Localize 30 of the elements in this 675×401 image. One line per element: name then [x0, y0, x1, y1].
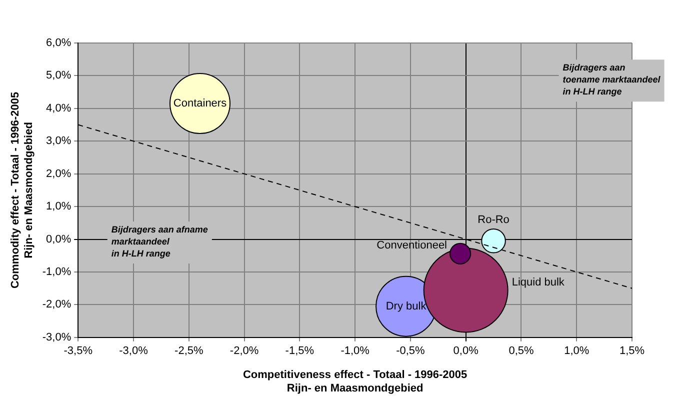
x-tick-label: -1,5% — [285, 345, 314, 358]
series-label: Dry bulk — [386, 300, 427, 312]
series-label: Containers — [173, 98, 228, 110]
series-label: Conventioneel — [376, 240, 448, 252]
x-tick-label: -2,5% — [174, 345, 204, 358]
x-tick-label: 1,0% — [564, 345, 590, 358]
series-label: Liquid bulk — [512, 276, 565, 288]
annotation: Bijdragers aan afname marktaandeel in H-LH range — [111, 224, 208, 259]
x-tick-label: 1,5% — [619, 345, 645, 358]
x-tick-label: -1,0% — [340, 345, 370, 358]
y-tick-label: 4,0% — [46, 102, 72, 114]
y-tick-label: 6,0% — [46, 37, 72, 50]
x-tick-label: -3,0% — [119, 345, 148, 358]
x-tick-label: 0,5% — [508, 345, 534, 358]
series-label: Ro-Ro — [478, 214, 510, 226]
x-tick-label: -0,5% — [396, 345, 426, 358]
annotation: Bijdragers aan toename marktaandeel in H-LH range — [562, 62, 661, 97]
y-tick-label: -2,0% — [42, 298, 72, 311]
x-tick-label: 0,0% — [453, 345, 479, 358]
y-tick-label: 1,0% — [46, 200, 72, 213]
y-tick-label: -3,0% — [42, 331, 72, 344]
y-tick-label: -1,0% — [42, 266, 72, 278]
y-tick-label: 0,0% — [46, 233, 72, 246]
x-tick-label: -3,5% — [64, 345, 93, 358]
y-axis-title: Commodity effect - Totaal - 1996-2005 Rijn- en Maasmondgebied — [10, 92, 35, 289]
x-tick-label: -2,0% — [230, 345, 259, 358]
y-tick-label: 2,0% — [46, 168, 72, 180]
y-tick-label: 3,0% — [46, 135, 72, 148]
y-tick-label: 5,0% — [46, 70, 72, 82]
x-axis-title: Competitiveness effect - Totaal - 1996-2005 Rijn- en Maasmondgebied — [242, 369, 468, 394]
